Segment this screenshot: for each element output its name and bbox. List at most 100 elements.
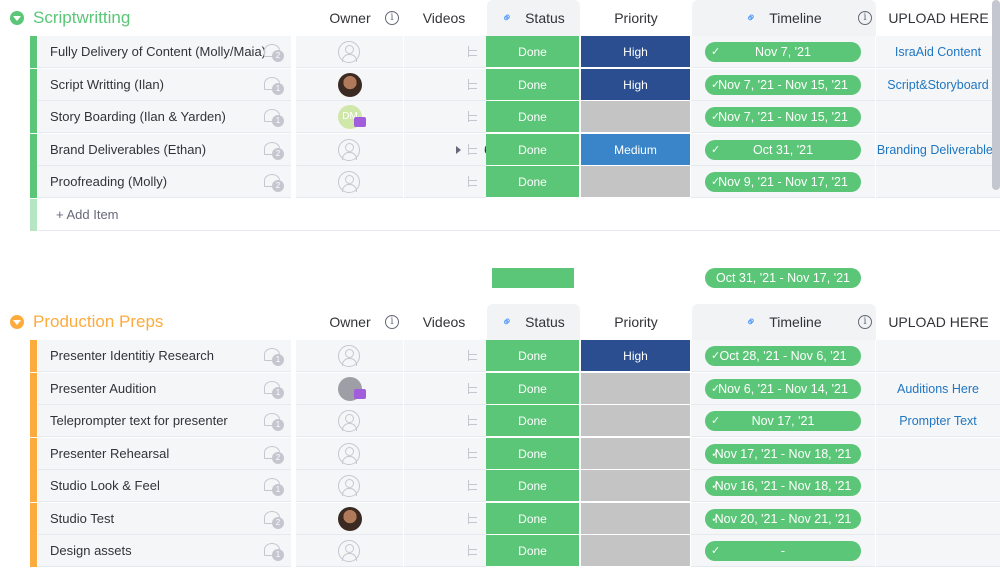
owner-cell[interactable] xyxy=(296,405,403,437)
upload-link[interactable] xyxy=(876,470,1000,502)
collapse-group-icon[interactable] xyxy=(10,11,24,25)
timeline-pill[interactable]: ✓ Nov 17, '21 - Nov 18, '21 xyxy=(705,443,861,464)
status-label[interactable]: Done xyxy=(486,68,579,101)
expand-subitems-icon[interactable] xyxy=(456,145,461,154)
status-label[interactable]: Done xyxy=(486,133,579,166)
column-header-priority[interactable]: Priority xyxy=(582,304,690,340)
upload-link[interactable] xyxy=(876,437,1000,470)
timeline-cell[interactable]: ✓ - xyxy=(691,535,875,567)
item-name[interactable]: Teleprompter text for presenter xyxy=(38,405,291,437)
table-row[interactable]: Presenter Identitiy Research 1 Done High ✓ Oc… xyxy=(30,340,1000,372)
status-label[interactable]: Done xyxy=(486,535,579,567)
item-name[interactable]: Presenter Identitiy Research xyxy=(38,340,291,372)
status-label[interactable]: Done xyxy=(486,372,579,405)
info-icon[interactable]: i xyxy=(858,11,872,25)
timeline-cell[interactable]: ✓ Nov 20, '21 - Nov 21, '21 xyxy=(691,502,875,535)
updates-button[interactable]: 2 xyxy=(252,438,292,470)
owner-cell[interactable] xyxy=(296,470,403,502)
priority-label[interactable] xyxy=(581,470,690,502)
timeline-cell[interactable]: ✓ Nov 7, '21 - Nov 15, '21 xyxy=(691,68,875,101)
status-label[interactable]: Done xyxy=(486,166,579,198)
timeline-cell[interactable]: ✓ Nov 7, '21 - Nov 15, '21 xyxy=(691,101,875,133)
column-header-videos[interactable]: Videos xyxy=(403,0,485,36)
add-item-row[interactable]: + Add Item xyxy=(30,198,1000,231)
item-name[interactable]: Script Writting (Ilan) xyxy=(38,68,291,101)
priority-label[interactable]: High xyxy=(581,36,690,68)
table-row[interactable]: Studio Look & Feel 1 Done ✓ Nov 16, '21 - No… xyxy=(30,470,1000,502)
updates-button[interactable]: 1 xyxy=(252,69,292,101)
timeline-cell[interactable]: ✓ Nov 16, '21 - Nov 18, '21 xyxy=(691,470,875,502)
priority-label[interactable] xyxy=(581,166,690,198)
item-name[interactable]: Studio Look & Feel xyxy=(38,470,291,502)
updates-button[interactable]: 2 xyxy=(252,166,292,198)
column-header-status[interactable]: ⚭ Status xyxy=(487,0,580,36)
table-row[interactable]: Studio Test 2 Done ✓ Nov 20, '21 - Nov 21, '… xyxy=(30,502,1000,535)
timeline-pill[interactable]: ✓ Oct 31, '21 xyxy=(705,139,861,160)
table-row[interactable]: Teleprompter text for presenter 1 Done ✓ Nov… xyxy=(30,405,1000,437)
priority-label[interactable]: Medium xyxy=(581,133,690,166)
column-header-upload[interactable]: UPLOAD HERE xyxy=(877,0,1000,36)
collapse-group-icon[interactable] xyxy=(10,315,24,329)
status-label[interactable]: Done xyxy=(486,470,579,502)
updates-button[interactable]: 1 xyxy=(252,470,292,502)
timeline-cell[interactable]: ✓ Nov 9, '21 - Nov 17, '21 xyxy=(691,166,875,198)
timeline-cell[interactable]: ✓ Nov 17, '21 - Nov 18, '21 xyxy=(691,437,875,470)
status-label[interactable]: Done xyxy=(486,340,579,372)
item-name[interactable]: Brand Deliverables (Ethan) xyxy=(38,133,291,166)
timeline-cell[interactable]: ✓ Nov 17, '21 xyxy=(691,405,875,437)
column-header-priority[interactable]: Priority xyxy=(582,0,690,36)
item-name[interactable]: Presenter Rehearsal xyxy=(38,437,291,470)
priority-label[interactable] xyxy=(581,535,690,567)
upload-link[interactable]: Branding Deliverables xyxy=(876,133,1000,166)
upload-link[interactable]: Script&Storyboard xyxy=(876,68,1000,101)
info-icon[interactable]: i xyxy=(385,11,399,25)
item-name[interactable]: Proofreading (Molly) xyxy=(38,166,291,198)
column-header-owner[interactable]: Owner xyxy=(300,304,400,340)
owner-cell[interactable] xyxy=(296,437,403,470)
upload-link[interactable]: Auditions Here xyxy=(876,372,1000,405)
updates-button[interactable]: 2 xyxy=(252,134,292,166)
updates-button[interactable]: 1 xyxy=(252,340,292,372)
upload-link[interactable] xyxy=(876,340,1000,372)
status-label[interactable]: Done xyxy=(486,405,579,437)
status-label[interactable]: Done xyxy=(486,502,579,535)
updates-button[interactable]: 1 xyxy=(252,101,292,133)
owner-cell[interactable] xyxy=(296,133,403,166)
status-label[interactable]: Done xyxy=(486,437,579,470)
owner-cell[interactable] xyxy=(296,340,403,372)
upload-link[interactable] xyxy=(876,535,1000,567)
updates-button[interactable]: 2 xyxy=(252,36,292,68)
table-row[interactable]: Fully Delivery of Content (Molly/Maia) 2 D… xyxy=(30,36,1000,68)
item-name[interactable]: Fully Delivery of Content (Molly/Maia) xyxy=(38,36,291,68)
updates-button[interactable]: 1 xyxy=(252,535,292,567)
updates-button[interactable]: 1 xyxy=(252,405,292,437)
item-name[interactable]: Design assets xyxy=(38,535,291,567)
timeline-pill[interactable]: ✓ Nov 16, '21 - Nov 18, '21 xyxy=(705,476,861,496)
table-row[interactable]: Script Writting (Ilan) 1 Done High ✓ Nov 7, '… xyxy=(30,68,1000,101)
table-row[interactable]: Brand Deliverables (Ethan)26DoneMedium✓O… xyxy=(30,133,1000,166)
group-title[interactable]: Scriptwritting xyxy=(33,8,131,27)
table-row[interactable]: Proofreading (Molly) 2 Done ✓ Nov 9, '21 - N… xyxy=(30,166,1000,198)
upload-link[interactable] xyxy=(876,101,1000,133)
upload-link[interactable]: Prompter Text xyxy=(876,405,1000,437)
column-header-timeline[interactable]: ⚭ Timeline xyxy=(692,0,876,36)
owner-cell[interactable] xyxy=(296,535,403,567)
table-row[interactable]: Story Boarding (Ilan & Yarden) 1 DM Done ✓ No… xyxy=(30,101,1000,133)
status-label[interactable]: Done xyxy=(486,36,579,68)
timeline-pill[interactable]: ✓ Nov 20, '21 - Nov 21, '21 xyxy=(705,508,861,529)
priority-label[interactable] xyxy=(581,372,690,405)
info-icon[interactable]: i xyxy=(858,315,872,329)
table-row[interactable]: Presenter Rehearsal 2 Done ✓ Nov 17, '21 - N… xyxy=(30,437,1000,470)
status-label[interactable]: Done xyxy=(486,101,579,133)
item-name[interactable]: Studio Test xyxy=(38,502,291,535)
table-row[interactable]: Design assets 1 Done ✓ - xyxy=(30,535,1000,567)
priority-label[interactable] xyxy=(581,405,690,437)
timeline-pill[interactable]: ✓ Nov 17, '21 xyxy=(705,411,861,431)
upload-link[interactable]: IsraAid Content xyxy=(876,36,1000,68)
timeline-pill[interactable]: ✓ - xyxy=(705,541,861,561)
item-name[interactable]: Story Boarding (Ilan & Yarden) xyxy=(38,101,291,133)
owner-cell[interactable]: DM xyxy=(296,101,403,133)
timeline-pill[interactable]: ✓ Oct 28, '21 - Nov 6, '21 xyxy=(705,346,861,366)
timeline-pill[interactable]: ✓ Nov 7, '21 xyxy=(705,42,861,62)
timeline-cell[interactable]: ✓ Oct 31, '21 xyxy=(691,133,875,166)
